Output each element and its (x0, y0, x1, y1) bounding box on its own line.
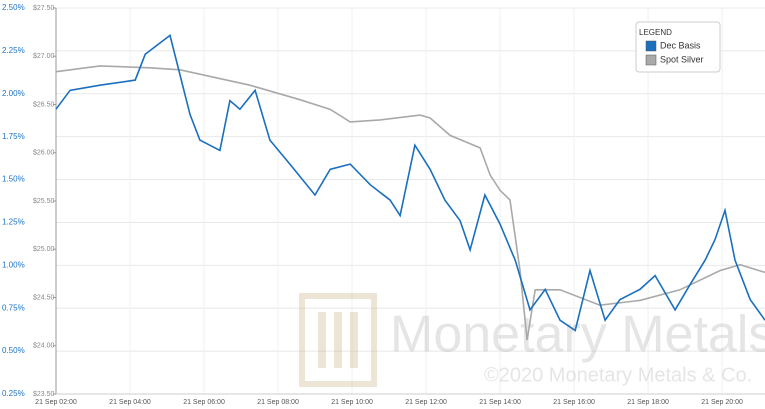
legend-swatch (645, 40, 657, 52)
series-line (55, 65, 765, 341)
watermark-logo (299, 293, 377, 387)
x-tick-label: 21 Sep 20:00 (701, 399, 743, 406)
series-line (55, 34, 765, 332)
y2-tick-label: $24.50 (33, 294, 55, 301)
x-tick-label: 21 Sep 10:00 (331, 399, 373, 406)
x-tick-label: 21 Sep 02:00 (35, 399, 77, 406)
x-tick-label: 21 Sep 14:00 (479, 399, 521, 406)
x-tick-label: 21 Sep 12:00 (405, 399, 447, 406)
y2-tick-label: $23.50 (33, 391, 55, 398)
watermark-logo (334, 312, 342, 368)
y-tick-label: 1.00% (2, 260, 25, 269)
legend-title: LEGEND (639, 28, 672, 37)
watermark-logo (318, 312, 326, 368)
y2-tick-label: $24.00 (33, 343, 55, 350)
legend-box (635, 21, 721, 73)
x-tick-label: 21 Sep 18:00 (627, 399, 669, 406)
y-tick-label: 1.50% (2, 175, 25, 184)
y-tick-label: 1.75% (2, 132, 25, 141)
x-tick-label: 21 Sep 04:00 (109, 399, 151, 406)
x-tick-label: 21 Sep 08:00 (257, 399, 299, 406)
legend-label: Spot Silver (660, 54, 704, 64)
y-tick-label: 1.25% (2, 218, 25, 227)
legend-swatch (645, 54, 657, 66)
y-tick-label: 0.75% (2, 303, 25, 312)
watermark-logo (350, 312, 358, 368)
y2-tick-label: $27.50 (33, 5, 55, 12)
y2-tick-label: $26.50 (33, 101, 55, 108)
y-tick-label: 2.50% (2, 3, 25, 12)
y2-tick-label: $25.50 (33, 198, 55, 205)
watermark-copyright: ©2020 Monetary Metals & Co. (484, 364, 752, 386)
y-tick-label: 0.50% (2, 346, 25, 355)
y-tick-label: 0.25% (2, 389, 25, 398)
watermark: Monetary Metals ©2020 Monetary Metals & … (299, 293, 765, 387)
x-tick-label: 21 Sep 16:00 (553, 399, 595, 406)
y2-tick-label: $25.00 (33, 246, 55, 253)
y2-tick-label: $27.00 (33, 53, 55, 60)
y-tick-label: 2.00% (2, 89, 25, 98)
x-tick-label: 21 Sep 06:00 (183, 399, 225, 406)
y2-tick-label: $26.00 (33, 150, 55, 157)
y-tick-label: 2.25% (2, 46, 25, 55)
watermark-text: Monetary Metals (390, 306, 765, 364)
legend-label: Dec Basis (660, 40, 701, 50)
